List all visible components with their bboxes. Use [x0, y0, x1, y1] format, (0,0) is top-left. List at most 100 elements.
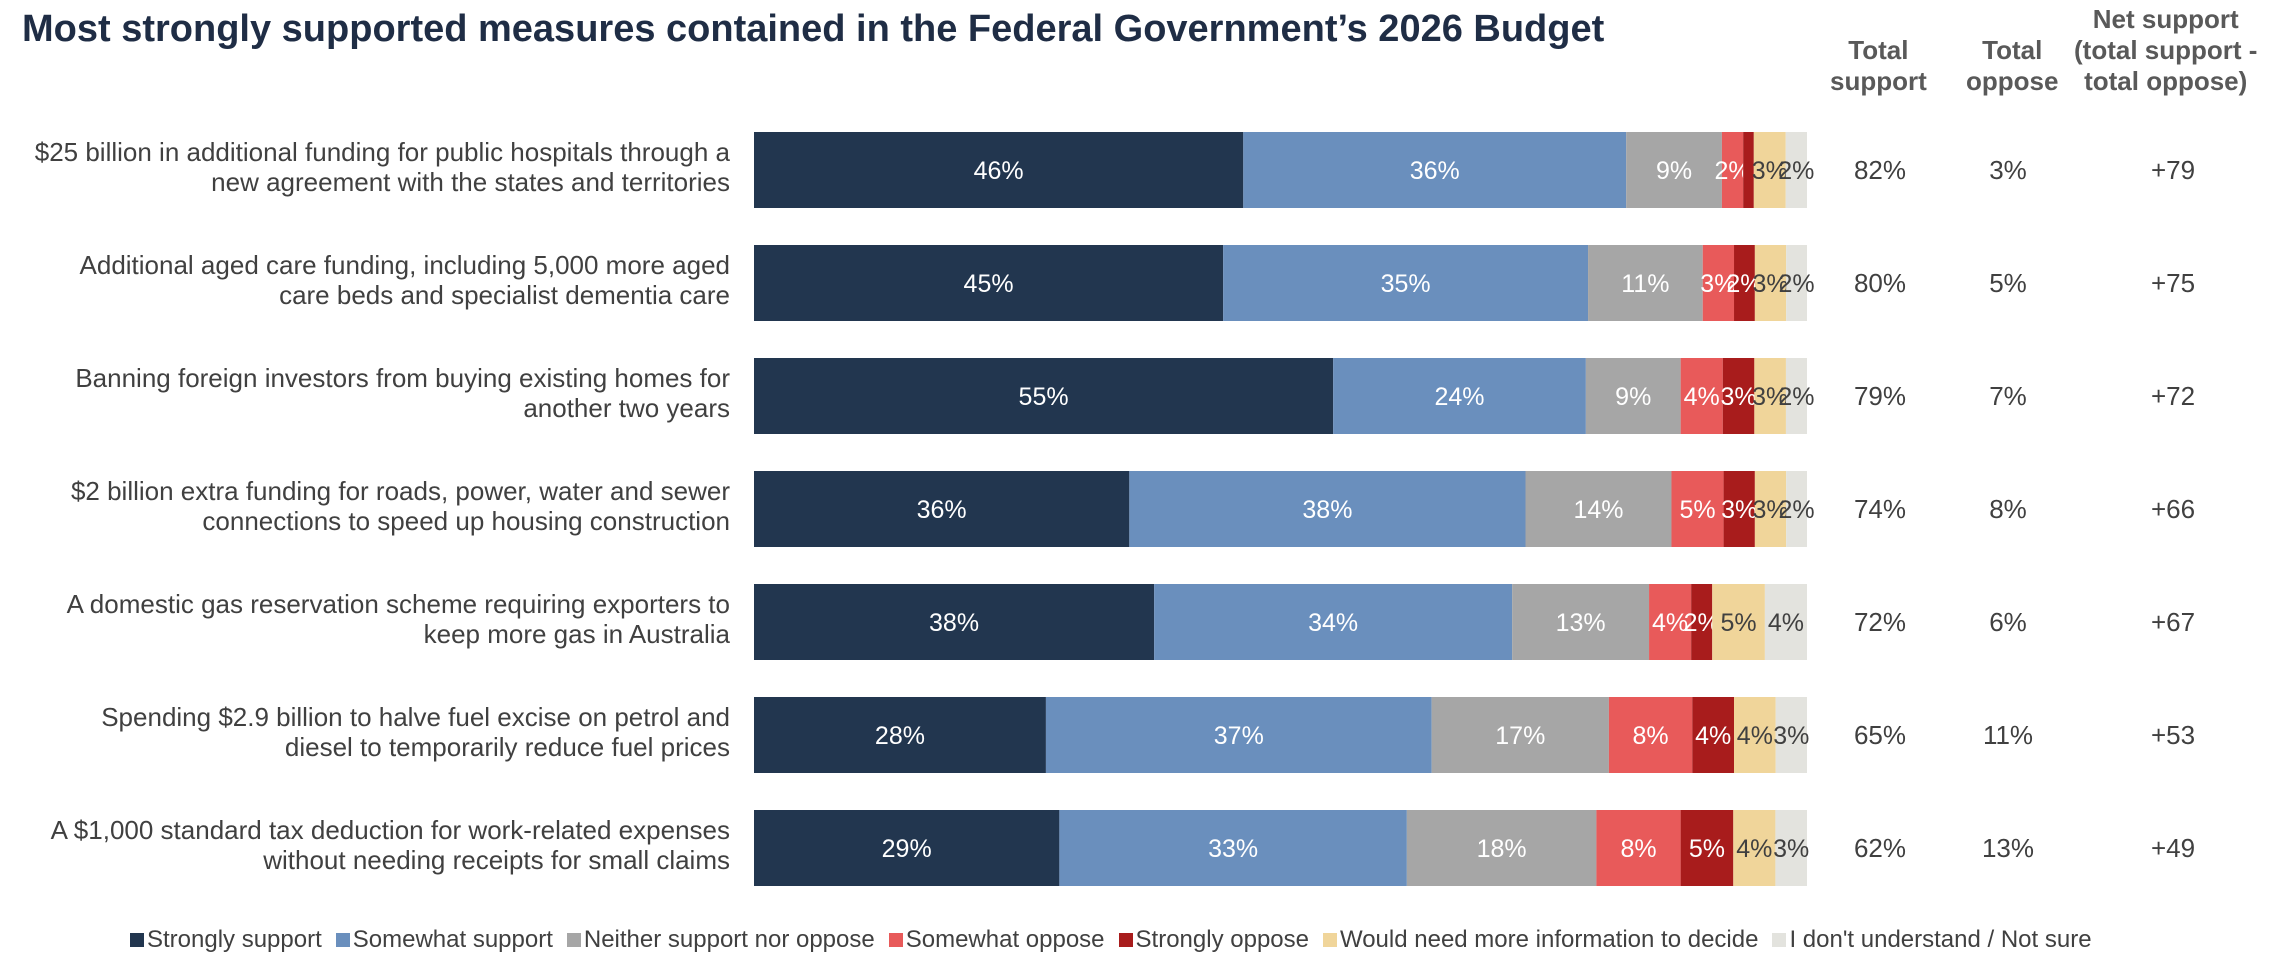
bar-segment [1785, 358, 1807, 434]
data-label: 3% [1752, 270, 1788, 298]
bar-segment [1525, 471, 1672, 547]
data-label: 5% [1720, 609, 1756, 637]
legend-swatch [1118, 933, 1133, 947]
data-label: 3% [1752, 383, 1788, 411]
legend-item: Strongly oppose [1118, 926, 1309, 954]
legend-label: Neither support nor oppose [583, 926, 875, 953]
category-label: Banning foreign investors from buying ex… [75, 363, 730, 393]
stacked-bar-chart: $25 billion in additional funding for pu… [35, 132, 2195, 886]
summary-value: 8% [1989, 494, 2027, 524]
data-label: 13% [1556, 609, 1606, 637]
data-label: 2% [1778, 157, 1814, 185]
summary-value: +66 [2151, 494, 2195, 524]
data-label: 18% [1477, 835, 1527, 863]
category-label: connections to speed up housing construc… [202, 506, 730, 536]
legend-item: Strongly support [130, 926, 322, 954]
bar-segment [1753, 132, 1786, 208]
legend-item: Neither support nor oppose [566, 926, 875, 954]
data-label: 3% [1721, 496, 1757, 524]
bar-segment [754, 245, 1224, 321]
data-label: 28% [875, 722, 925, 750]
summary-value: 65% [1854, 720, 1906, 750]
bar-segment [1671, 471, 1724, 547]
bar-segment [1733, 810, 1776, 886]
bar-segment [1680, 810, 1734, 886]
data-label: 3% [1752, 496, 1788, 524]
legend-swatch [566, 933, 581, 947]
bar-segment [1626, 132, 1722, 208]
data-label: 5% [1689, 835, 1725, 863]
summary-value: 13% [1982, 833, 2034, 863]
bar-segment [1692, 697, 1735, 773]
bar-segment [1691, 584, 1713, 660]
bar-segment [1743, 132, 1754, 208]
summary-value: 79% [1854, 381, 1906, 411]
bar-segment [1785, 132, 1807, 208]
data-label: 2% [1778, 383, 1814, 411]
data-label: 45% [964, 270, 1014, 298]
total-oppose-header: Total oppose [1966, 35, 2059, 96]
summary-value: 7% [1989, 381, 2027, 411]
data-label: 3% [1720, 383, 1756, 411]
summary-value: 62% [1854, 833, 1906, 863]
data-label: 8% [1620, 835, 1656, 863]
legend-label: Would need more information to decide [1339, 926, 1759, 953]
legend-label: Somewhat oppose [905, 926, 1105, 953]
summary-value: 74% [1854, 494, 1906, 524]
data-label: 2% [1779, 496, 1815, 524]
bar-segment [1734, 697, 1776, 773]
legend-label: I don't understand / Not sure [1789, 926, 2092, 953]
bar-segment [1649, 584, 1692, 660]
bar-segment [1680, 358, 1723, 434]
bar-segment [1734, 245, 1755, 321]
category-label: Spending $2.9 billion to halve fuel exci… [101, 702, 730, 732]
summary-value: 3% [1989, 155, 2027, 185]
bar-segment [1723, 471, 1755, 547]
bar-segment [1754, 245, 1787, 321]
data-label: 3% [1752, 157, 1788, 185]
category-label: $25 billion in additional funding for pu… [35, 137, 731, 167]
bar-segment [754, 132, 1244, 208]
bar-segment [754, 697, 1046, 773]
legend-swatch [1772, 933, 1787, 947]
data-label: 34% [1308, 609, 1358, 637]
summary-value: +75 [2151, 268, 2195, 298]
summary-value: +72 [2151, 381, 2195, 411]
chart-title: Most strongly supported measures contain… [22, 8, 1605, 50]
summary-value: +53 [2151, 720, 2195, 750]
chart-legend: Strongly support Somewhat support Neither … [130, 926, 2092, 954]
bar-segment [1754, 358, 1786, 434]
category-label: without needing receipts for small claim… [262, 845, 730, 875]
legend-item: Somewhat oppose [888, 926, 1105, 954]
data-label: 17% [1495, 722, 1545, 750]
category-label: keep more gas in Australia [424, 619, 731, 649]
bar-segment [1243, 132, 1627, 208]
category-label: A $1,000 standard tax deduction for work… [51, 815, 730, 845]
data-label: 3% [1700, 270, 1736, 298]
bar-segment [1223, 245, 1589, 321]
legend-label: Somewhat support [352, 926, 553, 953]
legend-label: Strongly oppose [1135, 926, 1309, 953]
bar-segment [754, 471, 1130, 547]
bar-segment [1045, 697, 1432, 773]
data-label: 9% [1656, 157, 1692, 185]
legend-swatch [130, 933, 144, 947]
legend-item: I don't understand / Not sure [1772, 926, 2092, 954]
bar-segment [1608, 697, 1693, 773]
category-label: new agreement with the states and territ… [211, 167, 730, 197]
bar-segment [1154, 584, 1513, 660]
legend-item: Would need more information to decide [1322, 926, 1759, 954]
category-label: diesel to temporarily reduce fuel prices [285, 732, 730, 762]
data-label: 33% [1208, 835, 1258, 863]
data-label: 9% [1615, 383, 1651, 411]
bar-segment [1764, 584, 1807, 660]
data-label: 11% [1621, 270, 1669, 298]
data-label: 4% [1737, 722, 1773, 750]
bar-segment [1721, 132, 1744, 208]
legend-label: Strongly support [147, 926, 322, 953]
data-label: 24% [1434, 383, 1484, 411]
summary-value: +67 [2151, 607, 2195, 637]
legend-swatch [888, 933, 903, 947]
net-support-header: Net support (total support - total oppos… [2074, 4, 2258, 96]
data-label: 55% [1019, 383, 1069, 411]
